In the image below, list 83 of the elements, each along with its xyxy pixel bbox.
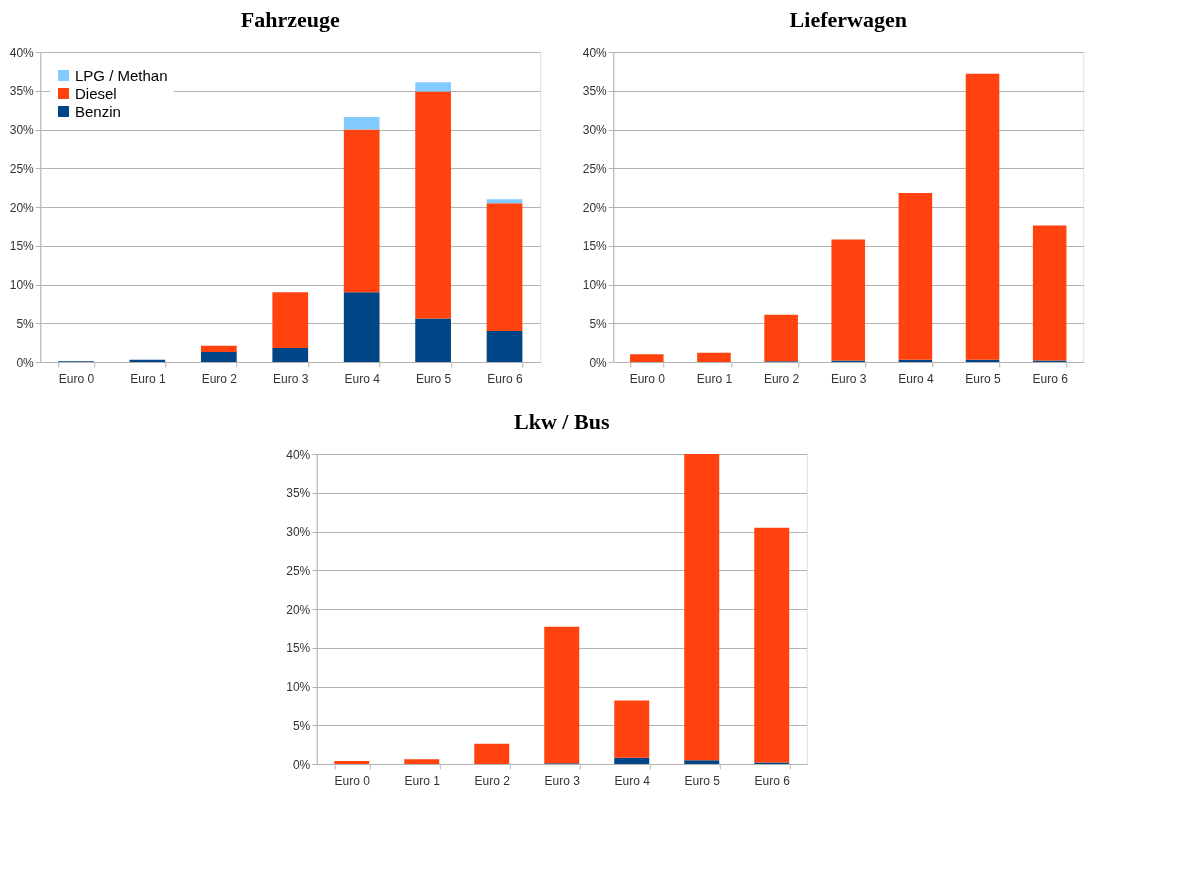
x-tick-label: Euro 2 xyxy=(763,371,800,386)
x-tick-label: Euro 5 xyxy=(965,371,1002,386)
x-tick-label: Euro 6 xyxy=(487,371,524,386)
x-tick-label: Euro 3 xyxy=(831,371,867,386)
x-tick-label: Euro 5 xyxy=(415,371,452,386)
legend-label: Benzin xyxy=(75,102,121,120)
x-tick-label: Euro 2 xyxy=(474,773,511,788)
y-tick-label: 20% xyxy=(286,602,311,617)
bar xyxy=(474,743,510,764)
y-tick-label: 5% xyxy=(292,718,311,733)
y-tick-label: 5% xyxy=(589,316,608,331)
bar xyxy=(415,318,451,362)
bar xyxy=(486,331,523,362)
bar xyxy=(697,352,731,362)
x-tick-label: Euro 1 xyxy=(404,773,441,788)
bar xyxy=(272,348,309,362)
x-tick-label: Euro 0 xyxy=(629,371,666,386)
bar xyxy=(415,91,451,319)
y-tick-label: 25% xyxy=(286,563,311,578)
bar xyxy=(272,292,309,349)
bar xyxy=(486,199,523,204)
legend-label: LPG / Methan xyxy=(75,66,168,84)
x-tick-label: Euro 3 xyxy=(273,371,309,386)
y-tick-label: 0% xyxy=(589,355,608,370)
chart-title: Fahrzeuge xyxy=(240,7,340,32)
y-tick-label: 30% xyxy=(286,525,311,539)
y-tick-label: 15% xyxy=(9,239,35,254)
chart-title: Lieferwagen xyxy=(789,7,907,32)
x-tick-label: Euro 5 xyxy=(684,773,721,788)
y-tick-label: 10% xyxy=(582,278,608,292)
chart-title: Lkw / Bus xyxy=(514,409,610,434)
x-tick-label: Euro 4 xyxy=(344,371,381,386)
y-tick-label: 35% xyxy=(286,486,311,501)
bar xyxy=(764,314,798,362)
bar xyxy=(898,193,933,360)
y-tick-label: 35% xyxy=(582,84,608,99)
y-tick-label: 30% xyxy=(9,123,35,137)
y-tick-label: 0% xyxy=(16,355,35,370)
y-tick-label: 25% xyxy=(9,161,35,176)
bar xyxy=(200,345,237,352)
bar xyxy=(1032,225,1067,361)
bar xyxy=(343,129,380,293)
bar xyxy=(754,527,790,763)
y-tick-label: 5% xyxy=(16,316,35,331)
y-tick-label: 20% xyxy=(9,200,35,215)
y-tick-label: 40% xyxy=(582,45,608,60)
bar xyxy=(334,760,370,764)
x-tick-label: Euro 1 xyxy=(696,371,733,386)
x-tick-label: Euro 4 xyxy=(614,773,651,788)
bar xyxy=(200,351,237,362)
bar xyxy=(684,454,720,761)
y-tick-label: 15% xyxy=(582,239,608,254)
bar xyxy=(614,757,650,764)
bar xyxy=(614,700,650,758)
y-tick-label: 15% xyxy=(286,641,311,656)
y-tick-label: 40% xyxy=(286,447,311,462)
x-tick-label: Euro 0 xyxy=(58,371,95,386)
x-tick-label: Euro 6 xyxy=(1032,371,1069,386)
bar xyxy=(831,239,866,361)
bar xyxy=(544,626,580,764)
bar xyxy=(343,292,380,362)
x-tick-label: Euro 6 xyxy=(754,773,791,788)
bar xyxy=(630,354,664,362)
x-tick-label: Euro 2 xyxy=(201,371,238,386)
y-tick-label: 20% xyxy=(582,200,608,215)
y-tick-label: 25% xyxy=(582,161,608,176)
bar xyxy=(343,117,380,130)
bar xyxy=(965,73,1000,360)
bar xyxy=(486,203,523,331)
y-tick-label: 10% xyxy=(286,680,311,694)
legend-label: Diesel xyxy=(75,84,117,102)
x-tick-label: Euro 1 xyxy=(130,371,166,386)
bar xyxy=(415,82,451,92)
y-tick-label: 35% xyxy=(9,84,35,99)
y-tick-label: 10% xyxy=(9,278,35,292)
y-tick-label: 0% xyxy=(292,757,311,772)
bar xyxy=(684,760,720,764)
y-tick-label: 30% xyxy=(582,123,608,137)
y-tick-label: 40% xyxy=(9,45,35,60)
bar xyxy=(404,759,440,764)
x-tick-label: Euro 4 xyxy=(898,371,934,386)
x-tick-label: Euro 3 xyxy=(544,773,581,788)
x-tick-label: Euro 0 xyxy=(334,773,371,788)
